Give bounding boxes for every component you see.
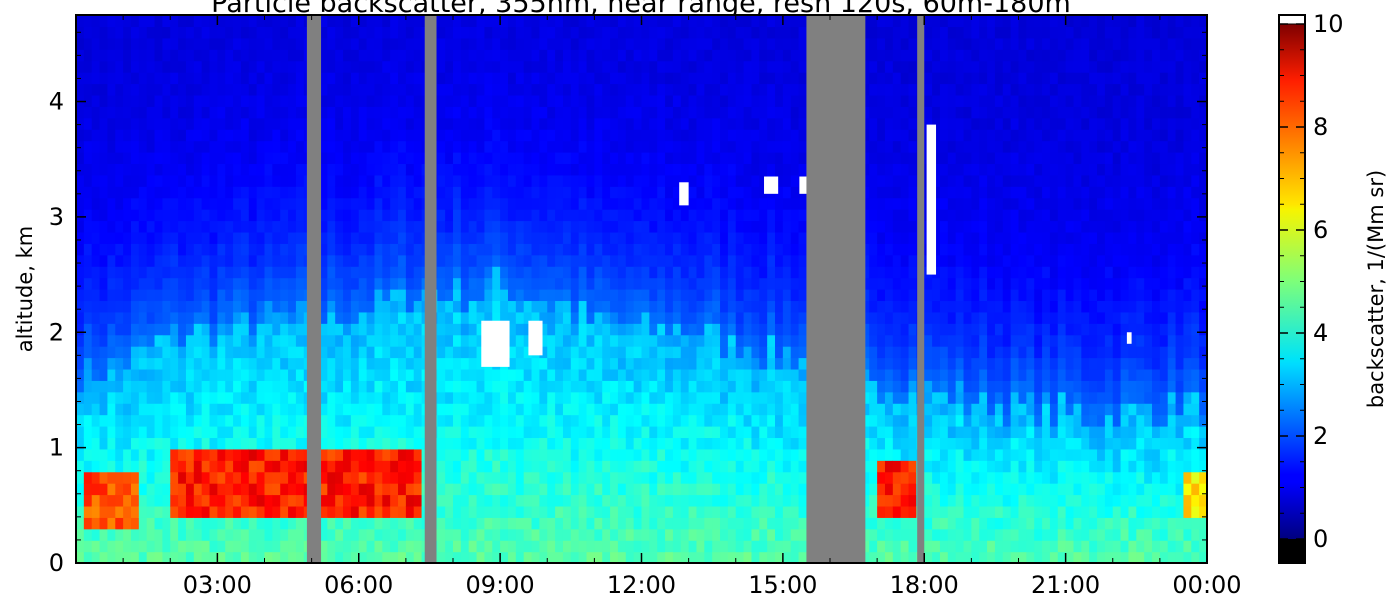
y-tick-label: 2 <box>49 318 64 346</box>
colorbar-tick-label: 0 <box>1313 525 1328 553</box>
colorbar-tick-label: 6 <box>1313 216 1328 244</box>
cloud-patch <box>481 320 510 367</box>
colorbar-label: backscatter, 1/(Mm sr) <box>1364 170 1387 408</box>
x-tick-label: 06:00 <box>324 571 393 599</box>
missing-data-band <box>306 15 322 563</box>
colorbar: 0 2 4 6 8 10 backscatter, 1/(Mm sr) <box>1278 10 1387 564</box>
colorbar-tick-label: 2 <box>1313 422 1328 450</box>
colorbar-tick-label: 8 <box>1313 113 1328 141</box>
cloud-patch <box>528 320 543 356</box>
x-tick-label: 12:00 <box>607 571 676 599</box>
cloud-patch <box>764 176 779 194</box>
colorbar-frame <box>1278 14 1306 564</box>
missing-data-band <box>424 15 437 563</box>
cloud-patch <box>799 176 809 194</box>
colorbar-under-swatch <box>1279 539 1305 563</box>
colorbar-over-swatch <box>1278 14 1306 25</box>
x-tick-label: 18:00 <box>890 571 959 599</box>
missing-data-band <box>806 15 866 563</box>
y-tick-label: 4 <box>49 88 64 116</box>
x-tick-label: 03:00 <box>183 571 252 599</box>
cloud-patch <box>1126 332 1132 344</box>
colorbar-tick-label: 4 <box>1313 319 1328 347</box>
cloud-patch <box>679 182 689 206</box>
cloud-patch <box>926 124 937 275</box>
x-tick-label: 09:00 <box>466 571 535 599</box>
y-tick-label: 1 <box>49 434 64 462</box>
y-axis-label: altitude, km <box>13 226 37 353</box>
x-tick-label: 00:00 <box>1172 571 1241 599</box>
y-tick-label: 0 <box>49 549 64 577</box>
missing-data-band <box>917 15 925 563</box>
x-tick-label: 15:00 <box>748 571 817 599</box>
colorbar-tick-label: 10 <box>1313 10 1344 38</box>
heatmap-image <box>76 15 1207 563</box>
x-tick-label: 21:00 <box>1031 571 1100 599</box>
y-tick-label: 3 <box>49 203 64 231</box>
axes: 03:00 06:00 09:00 12:00 15:00 18:00 21:00 00:00… <box>49 15 1242 599</box>
